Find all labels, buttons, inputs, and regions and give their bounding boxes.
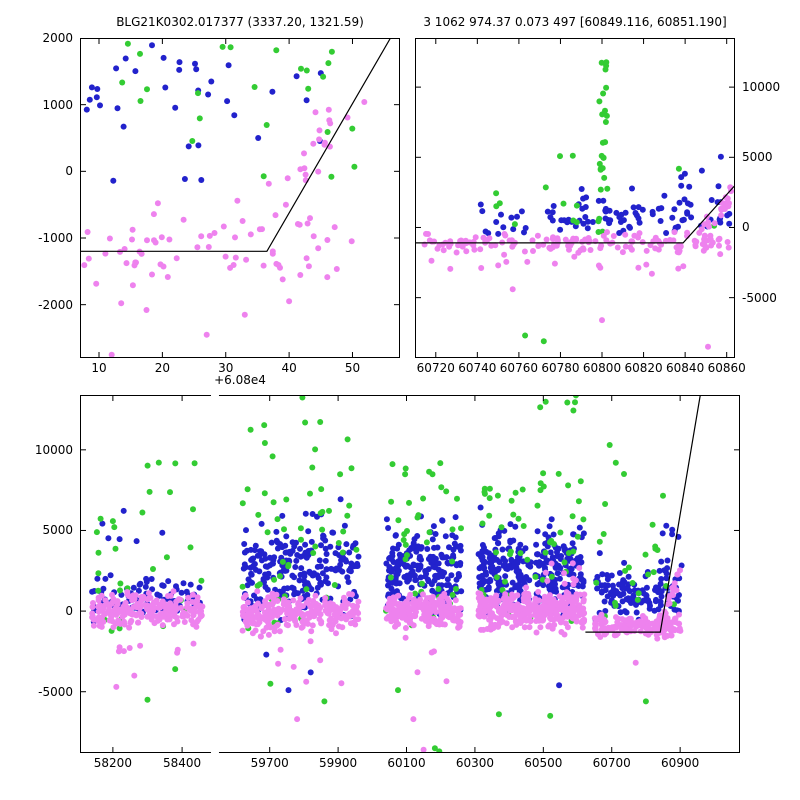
tick-marks	[416, 39, 734, 357]
axes-frame	[415, 38, 735, 358]
axis-break-gap	[210, 395, 219, 397]
x-tick-label: 60780	[541, 361, 580, 375]
x-tick-label: 58200	[93, 756, 132, 770]
plot-area	[80, 37, 400, 358]
axis-break-gap	[210, 751, 219, 753]
x-tick-label: 10	[91, 361, 107, 375]
x-tick-label: 60840	[666, 361, 705, 375]
y-tick-label: 10000	[742, 80, 781, 95]
x-tick-label: 60900	[661, 756, 700, 770]
scatter-points-violet	[81, 99, 368, 358]
model-line	[415, 184, 736, 244]
x-tick-label: 60740	[458, 361, 497, 375]
plot-area	[415, 38, 736, 358]
x-tick-label: 60820	[624, 361, 663, 375]
y-tick-label: -5000	[38, 684, 73, 699]
x-axis-offset-label: +6.08e4	[214, 373, 266, 387]
x-tick-label: 60100	[387, 756, 426, 770]
scatter-points-green	[493, 59, 718, 345]
y-tick-label: 5000	[742, 150, 773, 165]
x-tick-label: 40	[281, 361, 297, 375]
x-tick-label: 60720	[416, 361, 455, 375]
x-tick-label: 59700	[250, 756, 289, 770]
x-tick-label: 60760	[499, 361, 538, 375]
y-tick-label: -2000	[38, 297, 73, 312]
panel-title-left: BLG21K0302.017377 (3337.20, 1321.59)	[116, 15, 364, 29]
x-tick-label: 60860	[707, 361, 746, 375]
x-tick-label: 60700	[592, 756, 631, 770]
scatter-panel-full-lightcurve	[80, 392, 740, 755]
panel-title-right: 3 1062 974.37 0.073 497 [60849.116, 6085…	[423, 15, 727, 29]
y-tick-label: 10000	[34, 442, 73, 457]
x-tick-label: 60300	[455, 756, 494, 770]
y-tick-label: -5000	[742, 290, 777, 305]
y-tick-label: 0	[65, 604, 73, 619]
y-tick-label: 1000	[42, 97, 73, 112]
y-tick-label: 0	[65, 164, 73, 179]
x-tick-label: 60500	[524, 756, 563, 770]
axes-frame	[80, 38, 400, 358]
x-tick-label: 50	[344, 361, 361, 375]
axes-frame	[80, 395, 740, 753]
x-tick-label: 60800	[582, 361, 622, 375]
scatter-points-blue	[477, 153, 733, 237]
x-tick-label: 20	[154, 361, 171, 375]
x-tick-label: 30	[218, 361, 234, 375]
scatter-points-green	[93, 392, 677, 755]
scatter-panel-top-left	[80, 37, 400, 358]
y-tick-label: 2000	[42, 31, 73, 45]
scatter-panel-top-right	[415, 38, 736, 358]
y-tick-label: 0	[742, 220, 750, 235]
scatter-points-blue	[89, 496, 685, 694]
x-tick-label: 59900	[319, 756, 358, 770]
scatter-points-violet	[89, 560, 684, 753]
model-line	[80, 37, 392, 252]
scatter-points-blue	[83, 42, 324, 184]
x-tick-label: 58400	[162, 756, 202, 770]
model-line	[585, 394, 701, 633]
scatter-points-green	[119, 40, 358, 180]
y-tick-label: -1000	[38, 231, 73, 245]
scatter-points-violet	[421, 184, 734, 350]
tick-marks	[81, 37, 399, 357]
tick-marks	[81, 396, 739, 752]
y-tick-label: 5000	[42, 523, 73, 538]
plot-area	[80, 392, 740, 755]
